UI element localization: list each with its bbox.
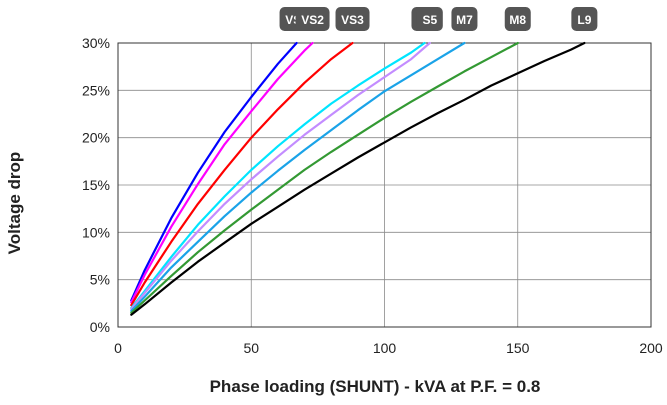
series-badge-label: S5: [422, 13, 437, 27]
y-tick-label: 30%: [82, 35, 110, 51]
y-axis-title: Voltage drop: [5, 152, 24, 255]
series-badge-box: [416, 7, 443, 31]
x-tick-labels: 0 50 100 150 200: [114, 340, 663, 356]
y-tick-label: 0%: [90, 319, 110, 335]
series-badge-box: [335, 7, 370, 31]
series-line-l9: [130, 41, 586, 316]
series-line-vs1: [130, 41, 298, 302]
x-tick-label: 0: [114, 340, 122, 356]
series-badge-s5: S5: [416, 7, 443, 31]
series-badge-m8: M8: [504, 7, 531, 31]
series-badge-label: M7: [456, 13, 473, 27]
y-tick-label: 10%: [82, 224, 110, 240]
series-layer: [130, 41, 586, 316]
plot-frame: [117, 42, 652, 328]
y-tick-label: 20%: [82, 130, 110, 146]
y-tick-label: 5%: [90, 272, 110, 288]
x-tick-label: 100: [373, 340, 397, 356]
series-badge-box: [451, 7, 478, 31]
series-line-s5: [130, 41, 431, 311]
series-badge-box: [295, 7, 330, 31]
series-line-vs3: [130, 41, 354, 307]
series-badge-box: [571, 7, 598, 31]
series-badge-l9: L9: [571, 7, 598, 31]
x-tick-label: 200: [639, 340, 663, 356]
series-badge-label: M8: [509, 13, 526, 27]
x-tick-label: 50: [243, 340, 259, 356]
series-line-vs2: [130, 41, 314, 304]
series-badge-m7: M7: [451, 7, 478, 31]
series-badge-label: L9: [577, 13, 591, 27]
series-line-m8: [130, 41, 519, 314]
x-tick-label: 150: [506, 340, 530, 356]
series-badge-box: [504, 7, 531, 31]
y-tick-labels: 0% 5% 10% 15% 20% 25% 30%: [82, 35, 110, 335]
series-badge-label: VS3: [341, 13, 364, 27]
y-tick-label: 15%: [82, 177, 110, 193]
series-badge-label: VS2: [301, 13, 324, 27]
series-line-m7: [130, 41, 466, 312]
series-line-s4: [130, 41, 426, 310]
y-tick-label: 25%: [82, 82, 110, 98]
series-badges: VS1VS2VS3S4S5M7M8L9: [279, 7, 598, 31]
x-axis-title: Phase loading (SHUNT) - kVA at P.F. = 0.…: [210, 377, 541, 396]
series-badge-vs3: VS3: [335, 7, 370, 31]
series-badge-vs2: VS2: [295, 7, 330, 31]
